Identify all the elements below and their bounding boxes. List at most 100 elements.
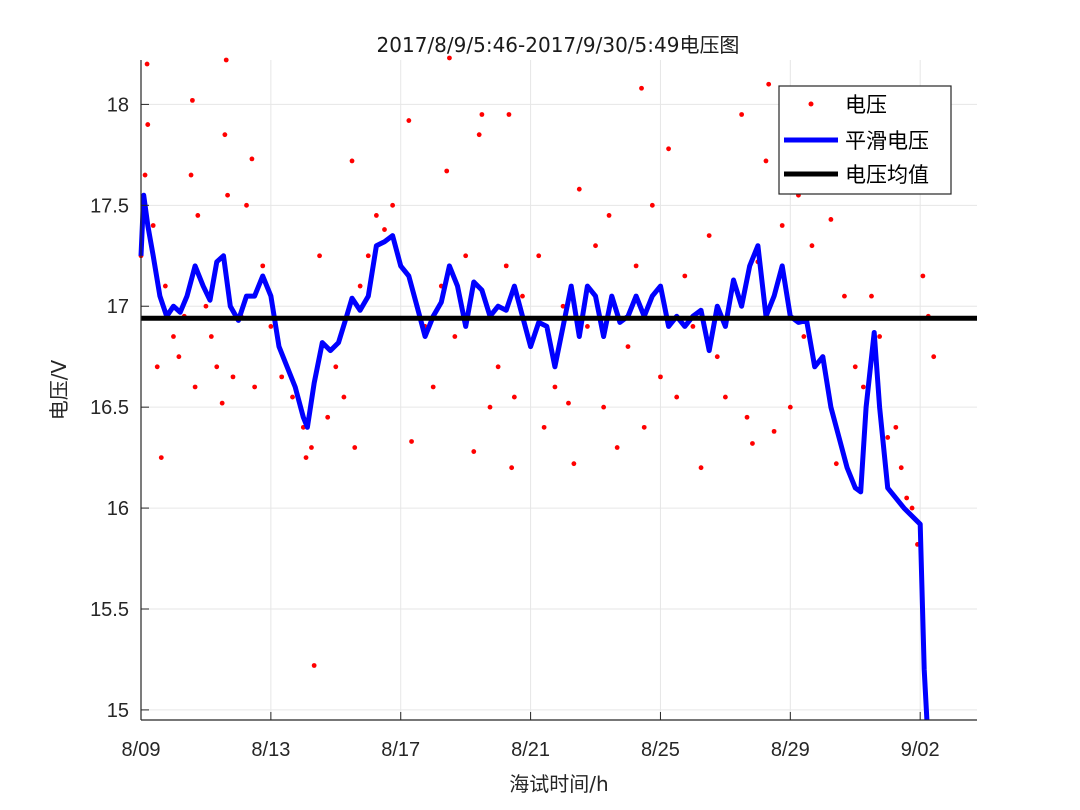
- voltage-point: [869, 293, 874, 299]
- voltage-point: [357, 283, 363, 289]
- voltage-point: [145, 122, 151, 127]
- voltage-point: [303, 455, 309, 461]
- voltage-point: [503, 263, 509, 269]
- voltage-point: [144, 61, 150, 67]
- y-tick-label: 15.5: [90, 599, 129, 621]
- voltage-point: [698, 465, 704, 471]
- voltage-point: [649, 202, 655, 208]
- voltage-point: [682, 273, 688, 279]
- voltage-point: [639, 85, 644, 91]
- voltage-point: [249, 156, 255, 162]
- voltage-point: [171, 334, 176, 339]
- voltage-point: [520, 293, 525, 299]
- x-tick-label: 8/13: [251, 739, 290, 761]
- voltage-point: [750, 441, 755, 446]
- y-tick-label: 17.5: [90, 195, 129, 217]
- voltage-point: [842, 293, 847, 299]
- voltage-point: [593, 243, 598, 249]
- y-tick-label: 16: [107, 498, 129, 520]
- x-tick-label: 8/25: [641, 739, 680, 761]
- voltage-point: [931, 354, 937, 360]
- voltage-point: [641, 424, 647, 430]
- voltage-point: [852, 364, 858, 370]
- voltage-point: [763, 158, 769, 164]
- voltage-point: [406, 118, 412, 123]
- voltage-scatter-series: [138, 55, 937, 668]
- voltage-point: [349, 158, 355, 164]
- voltage-point: [585, 324, 590, 329]
- voltage-point: [219, 400, 225, 406]
- voltage-point: [430, 384, 436, 390]
- x-tick-label: 8/17: [381, 739, 420, 761]
- voltage-point: [614, 445, 620, 450]
- voltage-point: [885, 435, 891, 440]
- voltage-point: [860, 384, 866, 390]
- voltage-point: [452, 334, 458, 339]
- voltage-point: [190, 97, 195, 103]
- voltage-point: [571, 461, 577, 467]
- voltage-point: [479, 112, 485, 117]
- voltage-point: [252, 384, 258, 390]
- x-tick-label: 9/02: [901, 739, 940, 761]
- voltage-point: [771, 428, 777, 434]
- voltage-point: [142, 172, 148, 178]
- voltage-point: [382, 227, 387, 232]
- voltage-point: [244, 202, 249, 208]
- voltage-point: [154, 364, 160, 370]
- voltage-point: [509, 465, 515, 471]
- voltage-point: [666, 146, 671, 152]
- legend-label-mean-voltage: 电压均值: [845, 163, 929, 187]
- chart-title: 2017/8/9/5:46-2017/9/30/5:49电压图: [377, 33, 740, 57]
- x-tick-label: 8/09: [122, 739, 161, 761]
- voltage-point: [230, 374, 236, 380]
- voltage-point: [833, 461, 839, 467]
- y-tick-label: 16.5: [90, 397, 129, 419]
- voltage-point: [739, 112, 745, 117]
- voltage-point: [495, 364, 501, 370]
- voltage-point: [744, 414, 750, 420]
- voltage-point: [566, 400, 571, 406]
- voltage-point: [487, 404, 493, 410]
- voltage-point: [162, 283, 168, 289]
- legend: 电压 平滑电压 电压均值: [778, 85, 952, 195]
- voltage-point: [476, 132, 482, 138]
- voltage-point: [893, 424, 899, 430]
- legend-label-smoothed-voltage: 平滑电压: [845, 129, 929, 153]
- voltage-point: [787, 404, 793, 410]
- y-tick-label: 17: [107, 296, 129, 318]
- voltage-point: [601, 404, 607, 410]
- voltage-point: [150, 223, 156, 228]
- y-tick-label: 15: [107, 700, 129, 722]
- voltage-point: [325, 414, 331, 420]
- voltage-point: [536, 253, 542, 259]
- smoothed-voltage-line: [138, 192, 930, 721]
- voltage-point: [352, 445, 358, 450]
- voltage-point: [309, 445, 314, 450]
- voltage-point: [541, 424, 547, 430]
- y-tick-labels: 15 15.5 16 16.5 17 17.5 18: [90, 94, 149, 722]
- x-tick-label: 8/29: [771, 739, 810, 761]
- voltage-point: [192, 384, 198, 390]
- voltage-point: [658, 374, 663, 380]
- voltage-point: [766, 81, 772, 87]
- voltage-point: [471, 449, 477, 454]
- voltage-point: [279, 374, 285, 380]
- voltage-point: [390, 202, 396, 208]
- voltage-point: [560, 303, 566, 309]
- y-axis-title: 电压/V: [47, 359, 71, 420]
- line-series: [138, 192, 977, 721]
- x-tick-labels: 8/09 8/13 8/17 8/21 8/25 8/29 9/02: [122, 712, 940, 761]
- voltage-point: [341, 394, 347, 400]
- voltage-point: [158, 455, 164, 461]
- voltage-point: [225, 192, 230, 198]
- voltage-point: [625, 344, 631, 350]
- voltage-point: [195, 213, 201, 218]
- voltage-point: [176, 354, 182, 360]
- voltage-point: [674, 394, 680, 400]
- voltage-point: [214, 364, 220, 370]
- legend-label-voltage: 电压: [845, 93, 887, 117]
- voltage-point: [290, 394, 295, 400]
- voltage-point: [828, 217, 834, 222]
- voltage-point: [779, 223, 785, 228]
- voltage-point: [447, 55, 452, 61]
